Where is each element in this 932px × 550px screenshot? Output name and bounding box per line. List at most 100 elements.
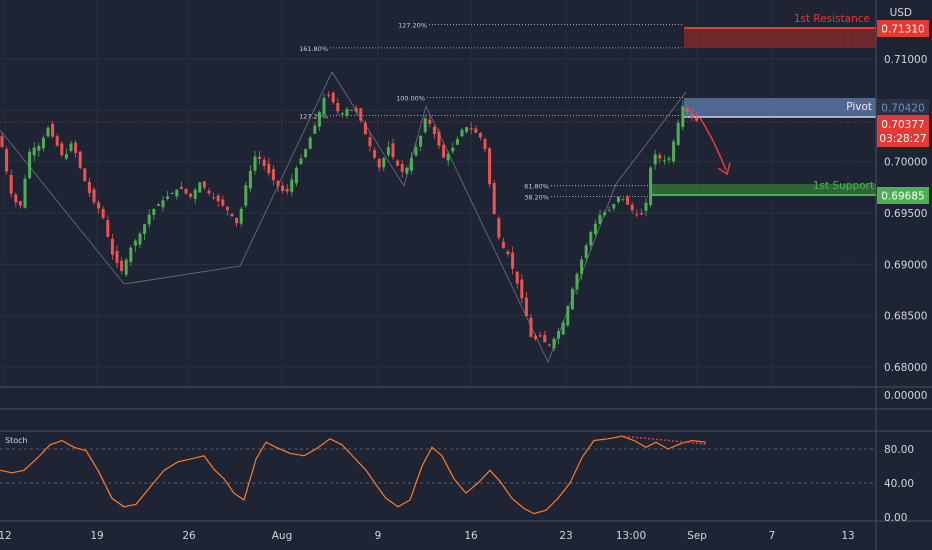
svg-text:0.70377: 0.70377 <box>881 119 924 131</box>
stoch-tick-label: 0.00 <box>884 512 907 524</box>
fibonacci-levels: 127.20% 161.80% 100.00% 127.20% 61.80% 38.20% <box>299 22 684 201</box>
candle <box>69 140 73 153</box>
candle <box>147 209 151 229</box>
time-tick-label: 13:00 <box>616 530 646 542</box>
candle <box>336 97 340 115</box>
candle <box>152 208 156 220</box>
candle <box>649 165 653 208</box>
time-tick-label: 9 <box>375 530 382 542</box>
candle <box>419 134 423 151</box>
candle <box>437 128 441 150</box>
candle <box>497 215 501 241</box>
candle <box>396 159 400 167</box>
candle <box>409 152 413 175</box>
candle <box>317 111 321 131</box>
projection-arrow <box>699 117 727 171</box>
candle <box>511 246 515 275</box>
fib-level-label: 61.80% <box>524 183 549 191</box>
candle <box>120 256 124 275</box>
candle <box>308 135 312 150</box>
stoch-tick-label: 80.00 <box>884 444 914 456</box>
pivot-zone <box>684 98 876 117</box>
candle <box>92 187 96 206</box>
candle <box>290 174 294 197</box>
candle <box>603 210 607 217</box>
candle <box>37 142 41 157</box>
candle <box>543 330 547 343</box>
candle <box>64 148 68 161</box>
fib-level-label: 38.20% <box>524 193 549 201</box>
harmonic-zigzag <box>0 71 687 364</box>
candle <box>32 141 36 162</box>
candle <box>106 215 110 238</box>
currency-label: USD <box>890 7 912 19</box>
svg-text:0.71310: 0.71310 <box>881 24 924 36</box>
candle <box>483 137 487 153</box>
candle <box>212 192 216 201</box>
stoch-line <box>0 435 707 515</box>
svg-text:03:28:27: 03:28:27 <box>879 133 926 145</box>
candle <box>271 165 275 186</box>
candlesticks <box>0 90 699 352</box>
candle <box>400 160 404 178</box>
candle <box>313 122 317 134</box>
candle <box>60 141 64 158</box>
candle <box>580 256 584 280</box>
price-tick-label: 0.68000 <box>884 362 927 374</box>
candle <box>267 158 271 177</box>
stoch-tick-label: 40.00 <box>884 478 914 490</box>
candle <box>74 140 78 158</box>
candle <box>598 209 602 225</box>
candle <box>285 184 289 195</box>
candle <box>534 333 538 341</box>
candle <box>639 208 643 216</box>
candle <box>14 192 18 208</box>
candle <box>428 116 432 128</box>
candle <box>492 179 496 215</box>
svg-text:0.70420: 0.70420 <box>881 103 924 115</box>
time-tick-label: 16 <box>464 530 478 542</box>
support-price-badge: 0.69685 <box>877 187 929 204</box>
candle <box>184 188 188 196</box>
candle <box>612 203 616 212</box>
candle <box>695 112 699 122</box>
candle <box>129 245 133 267</box>
candle <box>101 206 105 220</box>
candle <box>465 126 469 135</box>
candle <box>331 91 335 105</box>
candle <box>469 122 473 135</box>
candle <box>382 156 386 172</box>
candle <box>299 154 303 165</box>
time-tick-label: 19 <box>90 530 103 542</box>
candle <box>354 104 358 116</box>
candle <box>391 138 395 160</box>
candle <box>156 202 160 206</box>
candle <box>451 142 455 155</box>
candle <box>0 132 4 148</box>
candle <box>28 148 32 180</box>
candle <box>350 109 354 111</box>
time-tick-label: 13 <box>841 530 854 542</box>
price-tick-label: 0.71000 <box>884 54 927 66</box>
candle <box>161 195 165 212</box>
candle <box>78 150 82 170</box>
arrow-head-icon <box>717 162 731 176</box>
candle <box>658 152 662 164</box>
candle <box>460 127 464 138</box>
volume-pane-label: 0.00000 <box>884 390 927 402</box>
candle <box>630 201 634 214</box>
candle <box>538 331 542 338</box>
time-axis[interactable]: 12 19 26 Aug 9 16 23 13:00 Sep 7 13 <box>0 530 855 542</box>
candle <box>478 132 482 141</box>
candle <box>566 305 570 328</box>
candle <box>423 114 427 135</box>
candle <box>442 142 446 159</box>
time-tick-label: 26 <box>182 530 196 542</box>
time-tick-label: 7 <box>769 530 776 542</box>
fib-level-label: 127.20% <box>299 112 328 120</box>
candle <box>621 198 625 202</box>
candle <box>446 151 450 167</box>
candle <box>557 327 561 345</box>
